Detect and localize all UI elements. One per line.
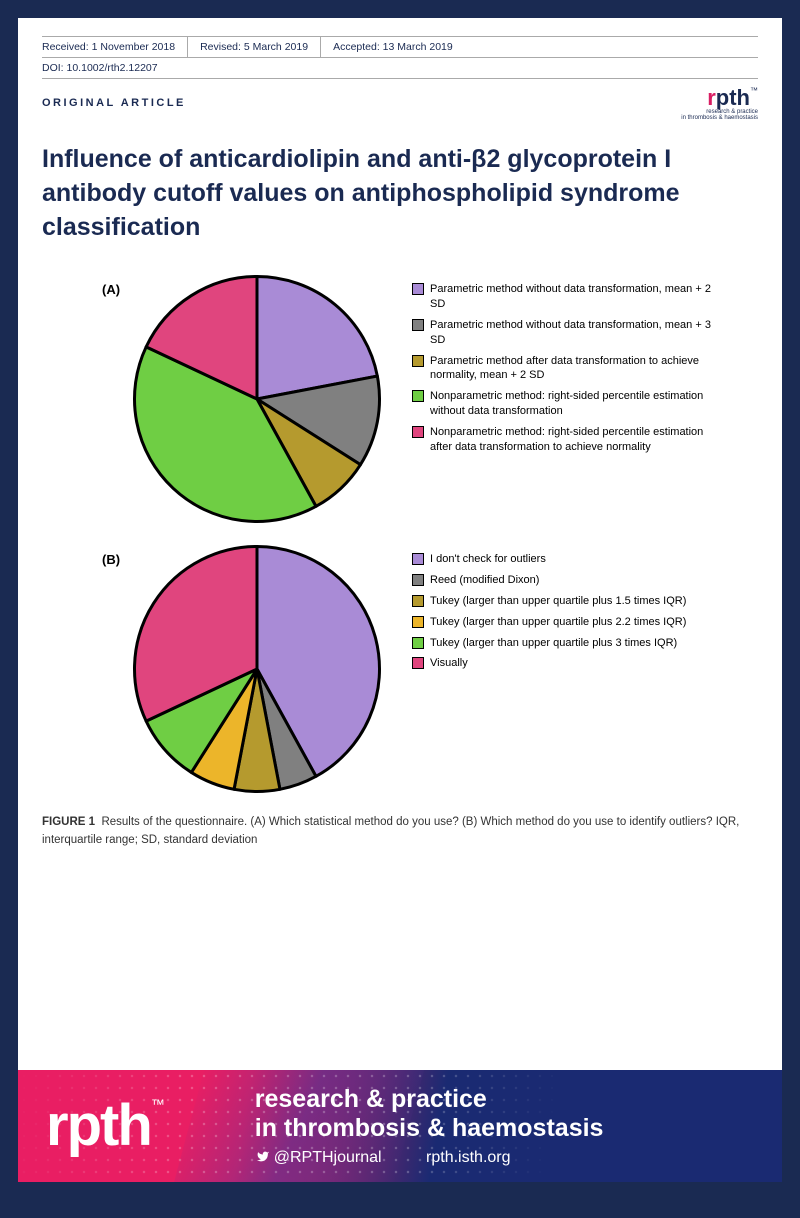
legend-label: Tukey (larger than upper quartile plus 2… xyxy=(430,615,686,630)
legend-b: I don't check for outliers Reed (modified… xyxy=(412,544,686,677)
legend-item: Reed (modified Dixon) xyxy=(412,573,686,588)
legend-swatch xyxy=(412,319,424,331)
legend-item: Nonparametric method: right-sided percen… xyxy=(412,389,712,419)
legend-swatch xyxy=(412,426,424,438)
figure-caption: FIGURE 1 Results of the questionnaire. (… xyxy=(42,814,758,849)
meta-received: Received: 1 November 2018 xyxy=(42,37,188,57)
legend-item: Visually xyxy=(412,656,686,671)
banner-text-block: research & practice in thrombosis & haem… xyxy=(255,1085,604,1167)
banner-logo-text: rpth xyxy=(46,1093,151,1158)
logo-r: r xyxy=(707,85,716,110)
banner-twitter: @RPTHjournal xyxy=(255,1149,386,1166)
legend-a: Parametric method without data transform… xyxy=(412,274,712,460)
article-type-label: ORIGINAL ARTICLE xyxy=(42,97,186,109)
caption-lead: FIGURE 1 xyxy=(42,816,95,828)
legend-swatch xyxy=(412,553,424,565)
meta-doi: DOI: 10.1002/rth2.12207 xyxy=(42,58,758,79)
panel-b-label: (B) xyxy=(102,544,132,567)
legend-label: Tukey (larger than upper quartile plus 1… xyxy=(430,594,686,609)
figure-1: (A) Parametric method without data trans… xyxy=(42,274,758,794)
legend-swatch xyxy=(412,637,424,649)
legend-label: Nonparametric method: right-sided percen… xyxy=(430,389,712,419)
legend-swatch xyxy=(412,574,424,586)
meta-revised: Revised: 5 March 2019 xyxy=(200,37,321,57)
legend-label: I don't check for outliers xyxy=(430,552,546,567)
banner-subline: @RPTHjournal rpth.isth.org xyxy=(255,1149,604,1167)
chart-a-row: (A) Parametric method without data trans… xyxy=(102,274,758,524)
pie-chart-a xyxy=(132,274,382,524)
banner-twitter-handle: @RPTHjournal xyxy=(274,1149,382,1166)
legend-item: Parametric method without data transform… xyxy=(412,282,712,312)
legend-swatch xyxy=(412,657,424,669)
header-row: ORIGINAL ARTICLE rpth™ research & practi… xyxy=(42,79,758,121)
legend-item: Tukey (larger than upper quartile plus 3… xyxy=(412,636,686,651)
journal-logo-small: rpth™ research & practice in thrombosis … xyxy=(681,87,758,121)
caption-text: Results of the questionnaire. (A) Which … xyxy=(42,816,739,845)
banner-title-line1: research & practice xyxy=(255,1085,487,1113)
legend-item: Tukey (larger than upper quartile plus 1… xyxy=(412,594,686,609)
legend-swatch xyxy=(412,616,424,628)
legend-swatch xyxy=(412,390,424,402)
meta-accepted: Accepted: 13 March 2019 xyxy=(333,37,465,57)
banner-logo: rpth™ xyxy=(46,1097,165,1155)
legend-label: Tukey (larger than upper quartile plus 3… xyxy=(430,636,677,651)
legend-swatch xyxy=(412,355,424,367)
legend-swatch xyxy=(412,595,424,607)
banner-logo-tm: ™ xyxy=(151,1096,165,1112)
legend-item: Parametric method after data transformat… xyxy=(412,354,712,384)
chart-b-row: (B) I don't check for outliers Reed (modi… xyxy=(102,544,758,794)
legend-item: Nonparametric method: right-sided percen… xyxy=(412,425,712,455)
legend-item: I don't check for outliers xyxy=(412,552,686,567)
panel-a-label: (A) xyxy=(102,274,132,297)
logo-pth: pth xyxy=(716,85,750,110)
article-title: Influence of anticardiolipin and anti-β2… xyxy=(42,143,722,244)
banner-url: rpth.isth.org xyxy=(426,1149,510,1166)
legend-label: Visually xyxy=(430,656,468,671)
legend-swatch xyxy=(412,283,424,295)
legend-label: Parametric method after data transformat… xyxy=(430,354,712,384)
logo-tm: ™ xyxy=(750,86,758,95)
legend-label: Parametric method without data transform… xyxy=(430,282,712,312)
banner-title-line2: in thrombosis & haemostasis xyxy=(255,1114,604,1142)
journal-banner: rpth™ research & practice in thrombosis … xyxy=(18,1070,782,1182)
logo-tag2: in thrombosis & haemostasis xyxy=(681,115,758,121)
legend-label: Nonparametric method: right-sided percen… xyxy=(430,425,712,455)
legend-label: Parametric method without data transform… xyxy=(430,318,712,348)
legend-item: Parametric method without data transform… xyxy=(412,318,712,348)
meta-dates-row: Received: 1 November 2018 Revised: 5 Mar… xyxy=(42,36,758,58)
pie-chart-b xyxy=(132,544,382,794)
banner-title: research & practice in thrombosis & haem… xyxy=(255,1085,604,1143)
legend-label: Reed (modified Dixon) xyxy=(430,573,539,588)
twitter-icon xyxy=(255,1150,271,1163)
legend-item: Tukey (larger than upper quartile plus 2… xyxy=(412,615,686,630)
article-page: Received: 1 November 2018 Revised: 5 Mar… xyxy=(18,18,782,1070)
